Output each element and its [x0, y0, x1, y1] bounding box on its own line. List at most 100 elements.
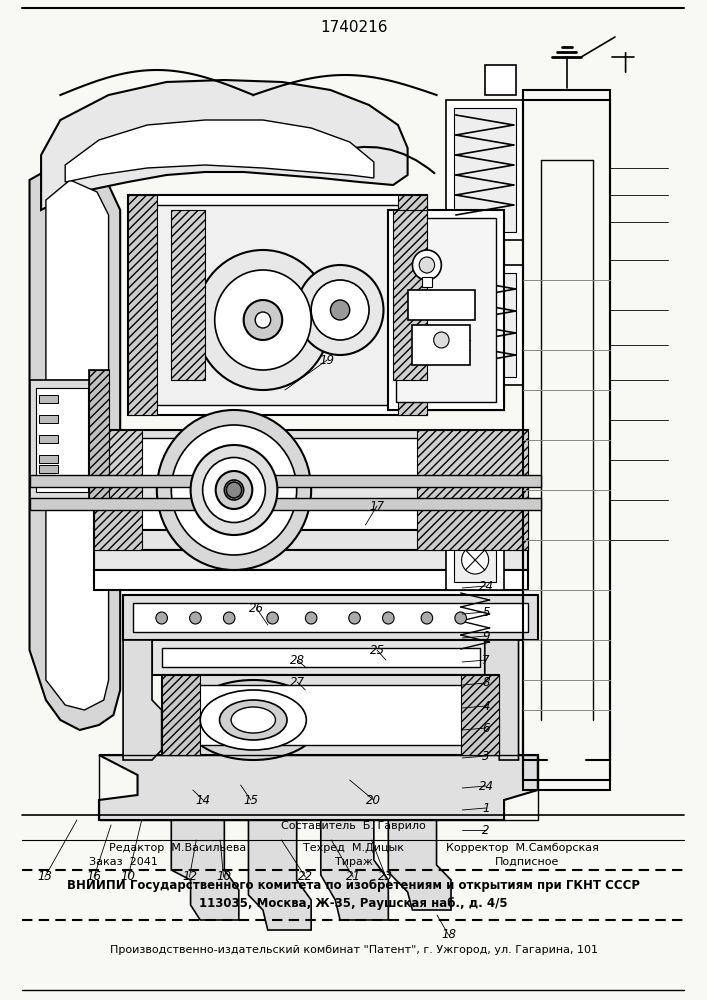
Text: 15: 15	[243, 794, 258, 806]
Bar	[388, 210, 504, 410]
Bar	[162, 648, 480, 667]
Bar	[396, 218, 496, 402]
Circle shape	[305, 612, 317, 624]
Polygon shape	[171, 820, 239, 920]
Bar	[422, 277, 432, 287]
Bar	[446, 265, 523, 385]
Bar	[39, 415, 59, 423]
Polygon shape	[123, 640, 162, 760]
Text: 9: 9	[482, 630, 490, 643]
Ellipse shape	[203, 458, 265, 522]
Text: 20: 20	[366, 794, 381, 806]
Circle shape	[215, 270, 311, 370]
Text: 28: 28	[290, 654, 305, 666]
Bar	[104, 438, 518, 477]
Text: Корректор  М.Самборская: Корректор М.Самборская	[445, 843, 599, 853]
Circle shape	[455, 612, 467, 624]
Circle shape	[311, 280, 369, 340]
Text: 22: 22	[298, 870, 313, 884]
Bar	[128, 195, 157, 415]
Polygon shape	[393, 210, 427, 380]
Text: Составитель  Б. Гаврило: Составитель Б. Гаврило	[281, 821, 426, 831]
Ellipse shape	[186, 680, 321, 760]
Polygon shape	[41, 80, 408, 210]
Text: 25: 25	[370, 644, 385, 656]
Circle shape	[255, 312, 271, 328]
Polygon shape	[485, 640, 518, 760]
Polygon shape	[46, 180, 109, 710]
Bar	[398, 195, 427, 415]
Bar	[89, 370, 109, 505]
Text: 8: 8	[482, 676, 490, 690]
Circle shape	[297, 265, 383, 355]
Text: 27: 27	[290, 676, 305, 688]
Bar	[39, 435, 59, 443]
Bar	[36, 388, 88, 492]
Bar	[162, 675, 499, 755]
Bar	[123, 595, 538, 640]
Bar	[162, 675, 200, 755]
Bar	[94, 530, 528, 550]
Text: 1: 1	[482, 802, 490, 814]
Polygon shape	[388, 820, 451, 910]
Bar	[446, 100, 523, 240]
Circle shape	[244, 300, 282, 340]
Circle shape	[223, 612, 235, 624]
Bar	[94, 570, 528, 590]
Bar	[454, 108, 515, 232]
Bar	[454, 538, 496, 582]
Circle shape	[412, 250, 441, 280]
Text: 21: 21	[346, 870, 361, 884]
Circle shape	[226, 482, 242, 498]
Bar	[39, 465, 59, 473]
Polygon shape	[99, 755, 538, 820]
Bar	[388, 210, 504, 410]
Ellipse shape	[200, 690, 306, 750]
Bar	[461, 675, 499, 755]
Circle shape	[462, 546, 489, 574]
Text: 1740216: 1740216	[320, 20, 387, 35]
Text: 17: 17	[370, 499, 385, 512]
Bar	[152, 640, 489, 675]
Bar	[446, 530, 504, 590]
Circle shape	[433, 332, 449, 348]
Circle shape	[156, 612, 168, 624]
Bar	[454, 273, 515, 377]
Text: 18: 18	[441, 928, 456, 942]
Ellipse shape	[171, 425, 297, 555]
Text: 6: 6	[482, 722, 490, 734]
Bar	[133, 603, 528, 632]
Text: 5: 5	[482, 605, 490, 618]
Text: Техред  М.Дицык: Техред М.Дицык	[303, 843, 404, 853]
Text: 12: 12	[182, 870, 197, 884]
Bar	[408, 290, 475, 320]
Circle shape	[189, 612, 201, 624]
Bar	[89, 370, 109, 505]
Text: 24: 24	[479, 580, 493, 592]
Text: Тираж: Тираж	[334, 857, 373, 867]
Bar	[94, 480, 142, 550]
Ellipse shape	[220, 700, 287, 740]
Bar	[94, 430, 142, 485]
Bar	[39, 455, 59, 463]
Bar	[523, 90, 610, 790]
Ellipse shape	[216, 471, 252, 509]
Text: Производственно-издательский комбинат "Патент", г. Ужгород, ул. Гагарина, 101: Производственно-издательский комбинат "П…	[110, 945, 597, 955]
Bar	[171, 685, 489, 745]
Text: 16: 16	[86, 870, 102, 884]
Text: 13: 13	[37, 870, 52, 884]
Bar	[99, 755, 538, 820]
Bar	[94, 505, 528, 530]
Text: 24: 24	[479, 780, 493, 792]
Text: Подписное: Подписное	[494, 857, 559, 867]
Bar	[138, 205, 417, 405]
Polygon shape	[171, 210, 205, 380]
Circle shape	[195, 250, 330, 390]
Circle shape	[267, 612, 279, 624]
Polygon shape	[30, 168, 120, 730]
Bar	[485, 65, 515, 95]
Bar	[94, 550, 528, 570]
Circle shape	[382, 612, 394, 624]
Bar	[417, 480, 528, 550]
Text: 7: 7	[482, 654, 490, 666]
